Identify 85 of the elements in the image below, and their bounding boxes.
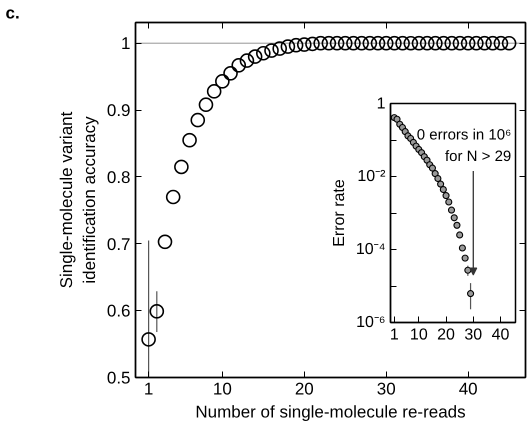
point xyxy=(428,164,436,172)
y-tick-label: 0.7 xyxy=(106,234,131,254)
point xyxy=(485,36,500,51)
point xyxy=(150,304,164,319)
point xyxy=(436,36,451,51)
point xyxy=(322,36,336,51)
y-tick-label: 10⁻⁴ xyxy=(356,241,386,258)
x-tick-label: 30 xyxy=(376,380,396,398)
y-tick-label: 0.8 xyxy=(106,168,131,187)
point xyxy=(338,36,353,51)
x-tick-label: 10 xyxy=(410,326,428,344)
point xyxy=(288,38,304,53)
point xyxy=(256,46,271,61)
y-tick-label: 1 xyxy=(376,96,386,112)
point xyxy=(469,36,484,51)
point xyxy=(445,198,452,206)
point xyxy=(313,36,328,51)
x-tick-label: 1 xyxy=(144,380,154,398)
x-tick-label: 10 xyxy=(212,380,232,398)
point xyxy=(393,116,401,123)
y-tick-label: 0.5 xyxy=(106,368,131,388)
point xyxy=(206,84,222,99)
point xyxy=(240,53,254,68)
point xyxy=(190,112,206,128)
point xyxy=(264,43,279,58)
y-tick-label: 10⁻² xyxy=(357,168,386,185)
point xyxy=(182,132,197,148)
point xyxy=(444,36,460,51)
point xyxy=(215,74,230,89)
point xyxy=(428,36,443,51)
y-axis-title: Error rate xyxy=(330,179,348,247)
x-tick-label: 20 xyxy=(437,326,456,344)
point xyxy=(141,332,156,347)
point xyxy=(166,190,180,204)
annotation: 0 errors in 10⁶ for N > 29 xyxy=(416,126,512,165)
point xyxy=(370,36,386,51)
point xyxy=(158,234,172,250)
point xyxy=(231,58,246,73)
point xyxy=(434,174,442,182)
y-axis-title: Single-molecule variant identification accuracy xyxy=(57,111,99,288)
point xyxy=(420,36,434,51)
point xyxy=(412,36,426,51)
point xyxy=(280,39,296,54)
point xyxy=(467,290,474,298)
x-tick-label: 30 xyxy=(464,326,482,344)
x-axis-title: Number of single-molecule re-reads xyxy=(195,402,466,422)
point xyxy=(452,36,468,51)
point xyxy=(272,41,287,56)
point xyxy=(458,244,466,252)
y-tick-label: 10⁻⁶ xyxy=(356,314,386,331)
point xyxy=(442,192,450,200)
point xyxy=(403,36,418,51)
point xyxy=(453,222,460,229)
point xyxy=(387,36,402,51)
point xyxy=(440,186,447,194)
point xyxy=(437,180,444,188)
point xyxy=(456,231,464,239)
x-tick-label: 1 xyxy=(390,326,399,344)
point xyxy=(502,36,516,51)
y-tick-label: 0.6 xyxy=(106,302,131,321)
point xyxy=(450,214,458,222)
x-tick-label: 40 xyxy=(458,380,478,398)
point xyxy=(346,36,361,51)
point xyxy=(198,97,214,112)
point xyxy=(448,206,456,214)
point xyxy=(460,36,476,51)
y-tick-label: 0.9 xyxy=(106,101,131,120)
point xyxy=(296,37,312,52)
point xyxy=(174,160,189,174)
y-tick-label: 1 xyxy=(121,34,131,54)
point xyxy=(248,49,262,64)
point xyxy=(305,36,320,52)
point xyxy=(395,36,410,51)
point xyxy=(477,36,492,51)
point xyxy=(354,36,369,51)
point xyxy=(362,36,378,51)
point xyxy=(462,254,469,262)
x-tick-label: 20 xyxy=(294,380,314,398)
point xyxy=(494,36,508,51)
point xyxy=(378,36,394,51)
point xyxy=(432,170,439,178)
point xyxy=(223,66,238,81)
chart-title: c. xyxy=(6,4,20,22)
point xyxy=(330,36,344,51)
x-tick-label: 40 xyxy=(492,326,510,344)
